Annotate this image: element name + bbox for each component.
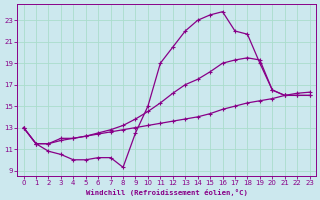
- X-axis label: Windchill (Refroidissement éolien,°C): Windchill (Refroidissement éolien,°C): [86, 189, 248, 196]
